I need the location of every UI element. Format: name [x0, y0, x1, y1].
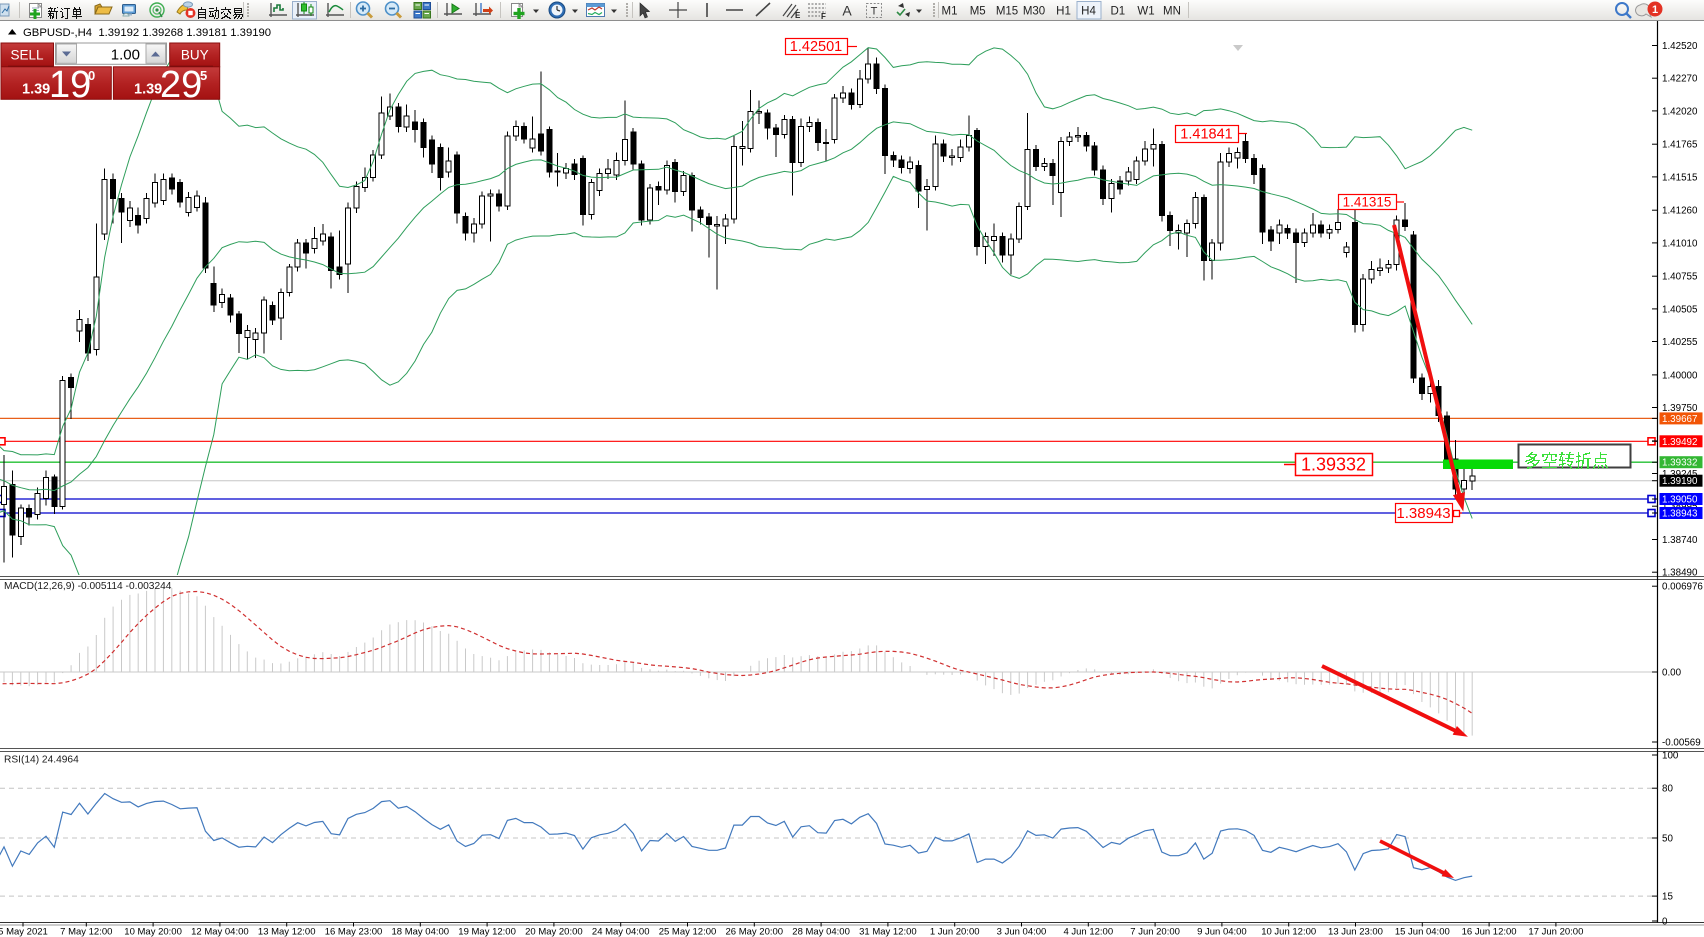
svg-text:H1: H1: [1056, 6, 1071, 18]
svg-text:1.40255: 1.40255: [1662, 337, 1698, 348]
svg-text:13 Jun 23:00: 13 Jun 23:00: [1328, 927, 1383, 937]
svg-text:M1: M1: [942, 6, 958, 18]
svg-text:1.42520: 1.42520: [1662, 41, 1698, 52]
svg-text:1.38740: 1.38740: [1662, 535, 1698, 546]
svg-text:1.39050: 1.39050: [1662, 495, 1698, 506]
svg-text:7 May 12:00: 7 May 12:00: [60, 927, 112, 937]
svg-text:19: 19: [49, 64, 91, 106]
svg-text:1.38490: 1.38490: [1662, 568, 1698, 579]
svg-text:1.41765: 1.41765: [1662, 140, 1698, 151]
svg-text:1.39332: 1.39332: [1662, 458, 1697, 469]
svg-text:24 May 04:00: 24 May 04:00: [592, 927, 650, 937]
svg-text:19 May 12:00: 19 May 12:00: [458, 927, 516, 937]
svg-text:GBPUSD-,H4 1.39192 1.39268 1.: GBPUSD-,H4 1.39192 1.39268 1.39181 1.391…: [23, 27, 271, 39]
svg-text:1: 1: [1652, 4, 1658, 16]
svg-text:F: F: [821, 12, 826, 21]
svg-text:-0.00569: -0.00569: [1662, 738, 1701, 749]
svg-text:1.42270: 1.42270: [1662, 74, 1698, 85]
svg-text:1.38943: 1.38943: [1662, 509, 1698, 520]
svg-text:1.38943: 1.38943: [1396, 505, 1450, 522]
svg-text:1.42020: 1.42020: [1662, 106, 1698, 117]
svg-text:10 May 20:00: 10 May 20:00: [124, 927, 182, 937]
svg-text:1.39667: 1.39667: [1662, 414, 1697, 425]
svg-text:5 May 2021: 5 May 2021: [0, 927, 48, 937]
svg-text:SELL: SELL: [10, 48, 44, 63]
svg-text:A: A: [842, 3, 852, 19]
svg-text:20 May 20:00: 20 May 20:00: [525, 927, 583, 937]
svg-text:W1: W1: [1137, 6, 1154, 18]
svg-text:RSI(14) 24.4964: RSI(14) 24.4964: [4, 755, 79, 766]
svg-text:0.006976: 0.006976: [1662, 582, 1703, 593]
svg-text:1.41010: 1.41010: [1662, 238, 1698, 249]
svg-text:1.39332: 1.39332: [1301, 455, 1366, 475]
svg-text:1 Jun 20:00: 1 Jun 20:00: [930, 927, 980, 937]
svg-text:100: 100: [1662, 751, 1679, 762]
svg-text:MN: MN: [1163, 6, 1181, 18]
svg-text:1.42501: 1.42501: [790, 39, 842, 55]
svg-text:D1: D1: [1110, 6, 1125, 18]
svg-text:1.39750: 1.39750: [1662, 403, 1698, 414]
svg-text:17 Jun 20:00: 17 Jun 20:00: [1528, 927, 1583, 937]
svg-text:T: T: [871, 6, 878, 18]
svg-text:1.00: 1.00: [111, 47, 140, 64]
svg-text:12 May 04:00: 12 May 04:00: [191, 927, 249, 937]
svg-text:3 Jun 04:00: 3 Jun 04:00: [997, 927, 1047, 937]
svg-text:50: 50: [1662, 834, 1673, 845]
svg-text:0: 0: [88, 68, 95, 83]
svg-text:H4: H4: [1081, 6, 1096, 18]
svg-text:5: 5: [200, 68, 207, 83]
svg-text:15 Jun 04:00: 15 Jun 04:00: [1395, 927, 1450, 937]
svg-text:25 May 12:00: 25 May 12:00: [659, 927, 717, 937]
svg-text:M5: M5: [970, 6, 986, 18]
svg-text:1.40755: 1.40755: [1662, 272, 1698, 283]
svg-text:10 Jun 12:00: 10 Jun 12:00: [1261, 927, 1316, 937]
svg-text:0: 0: [1662, 917, 1668, 928]
svg-text:M30: M30: [1023, 6, 1045, 18]
svg-text:9 Jun 04:00: 9 Jun 04:00: [1197, 927, 1247, 937]
svg-text:E: E: [795, 11, 801, 20]
svg-text:M15: M15: [996, 6, 1018, 18]
svg-text:1.41260: 1.41260: [1662, 206, 1698, 217]
svg-text:80: 80: [1662, 784, 1673, 795]
svg-text:4 Jun 12:00: 4 Jun 12:00: [1063, 927, 1113, 937]
svg-text:1.41841: 1.41841: [1180, 127, 1232, 143]
svg-text:26 May 20:00: 26 May 20:00: [726, 927, 784, 937]
svg-text:15: 15: [1662, 892, 1673, 903]
svg-text:18 May 04:00: 18 May 04:00: [392, 927, 450, 937]
svg-text:29: 29: [160, 64, 202, 106]
svg-text:1.39492: 1.39492: [1662, 437, 1697, 448]
svg-text:1.41515: 1.41515: [1662, 172, 1698, 183]
svg-text:28 May 04:00: 28 May 04:00: [792, 927, 850, 937]
svg-text:1.40505: 1.40505: [1662, 304, 1698, 315]
svg-text:7 Jun 20:00: 7 Jun 20:00: [1130, 927, 1180, 937]
svg-text:1.41315: 1.41315: [1343, 194, 1392, 209]
svg-text:1.39: 1.39: [134, 82, 162, 98]
svg-text:13 May 12:00: 13 May 12:00: [258, 927, 316, 937]
svg-text:1.39: 1.39: [22, 82, 50, 98]
svg-text:1.39190: 1.39190: [1662, 476, 1698, 487]
svg-text:16 Jun 12:00: 16 Jun 12:00: [1462, 927, 1517, 937]
svg-text:MACD(12,26,9) -0.005114 -0.003: MACD(12,26,9) -0.005114 -0.003244: [4, 581, 172, 592]
svg-text:31 May 12:00: 31 May 12:00: [859, 927, 917, 937]
svg-text:16 May 23:00: 16 May 23:00: [325, 927, 383, 937]
svg-text:BUY: BUY: [181, 48, 209, 63]
svg-text:1.40000: 1.40000: [1662, 370, 1698, 381]
svg-text:0.00: 0.00: [1662, 668, 1682, 679]
svg-text:1.39245: 1.39245: [1662, 469, 1698, 480]
